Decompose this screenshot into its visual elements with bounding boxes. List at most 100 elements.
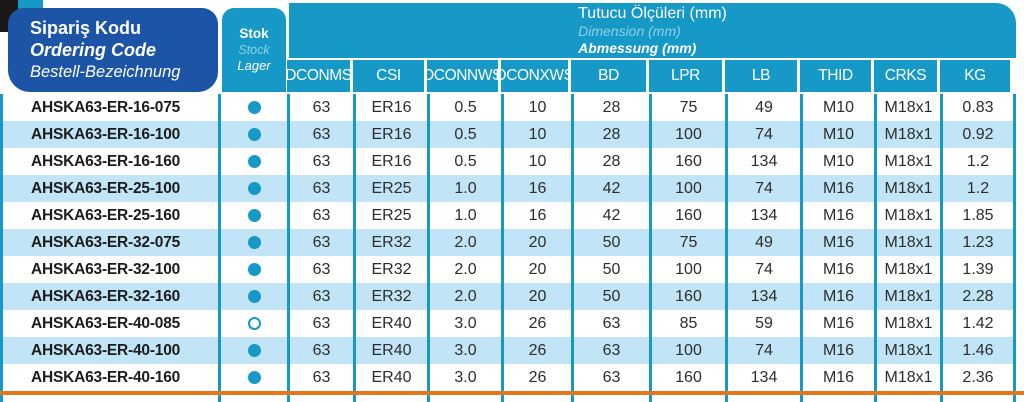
ordering-code-cell: AHSKA63-ER-40-160 [3, 364, 218, 391]
value-cell-thid: M16 [803, 175, 874, 202]
ordering-code-label-tr: Sipariş Kodu [30, 17, 142, 38]
value-cell-dconms: 63 [290, 229, 353, 256]
value-cell-dconnws: 3.0 [430, 310, 501, 337]
value-cell-thid: M10 [803, 121, 874, 148]
dimensions-header-band: Tutucu Ölçüleri (mm) Dimension (mm) Abme… [289, 3, 1016, 58]
value-cell-bd: 50 [574, 283, 649, 310]
value-cell-kg: 0.92 [943, 121, 1013, 148]
stock-filled-circle-icon [247, 155, 261, 168]
stock-filled-circle-icon [247, 101, 261, 114]
value-cell-bd: 63 [574, 337, 649, 364]
table-row: AHSKA63-ER-40-160 63 ER40 3.0 26 63 160 134 M16 M… [0, 364, 1016, 391]
value-cell-dconms: 63 [290, 148, 353, 175]
value-cell-kg: 1.2 [943, 148, 1013, 175]
sliver-cell [728, 395, 800, 402]
value-cell-lb: 74 [728, 337, 800, 364]
value-cell-csi: ER32 [356, 256, 427, 283]
ordering-code-header: Sipariş Kodu Ordering Code Bestell-Bezei… [8, 8, 218, 92]
value-cell-dconms: 63 [290, 121, 353, 148]
stock-cell [221, 337, 287, 364]
stock-cell [221, 94, 287, 121]
table-row: AHSKA63-ER-32-160 63 ER32 2.0 20 50 160 134 M16 M… [0, 283, 1016, 310]
value-cell-kg: 2.28 [943, 283, 1013, 310]
value-cell-dconms: 63 [290, 256, 353, 283]
value-cell-thid: M10 [803, 94, 874, 121]
value-cell-dconms: 63 [290, 337, 353, 364]
sliver-cell [652, 395, 725, 402]
value-cell-kg: 1.46 [943, 337, 1013, 364]
ordering-code-cell: AHSKA63-ER-40-100 [3, 337, 218, 364]
stock-cell [221, 364, 287, 391]
dimensions-header-text: Tutucu Ölçüleri (mm) Dimension (mm) Abme… [578, 5, 727, 57]
sliver-cell [504, 395, 571, 402]
value-cell-crks: M18x1 [877, 121, 940, 148]
stock-filled-circle-icon [247, 236, 261, 249]
value-cell-lpr: 85 [652, 310, 725, 337]
table-body: AHSKA63-ER-16-075 63 ER16 0.5 10 28 75 49 M10 M18… [0, 94, 1016, 391]
value-cell-lb: 134 [728, 202, 800, 229]
value-cell-dconnws: 2.0 [430, 283, 501, 310]
ordering-code-cell: AHSKA63-ER-32-075 [3, 229, 218, 256]
table-row: AHSKA63-ER-40-085 63 ER40 3.0 26 63 85 59 M16 M18… [0, 310, 1016, 337]
stock-label-tr: Stok [239, 25, 269, 41]
column-header-lb: LB [725, 60, 797, 92]
value-cell-lb: 74 [728, 175, 800, 202]
next-section-sliver [0, 395, 1016, 402]
value-cell-dconxws: 26 [504, 364, 571, 391]
column-header-csi: CSI [353, 60, 424, 92]
value-cell-lpr: 160 [652, 364, 725, 391]
column-header-dconms: DCONMS [285, 60, 352, 92]
value-cell-thid: M16 [803, 310, 874, 337]
value-cell-crks: M18x1 [877, 202, 940, 229]
value-cell-csi: ER16 [356, 94, 427, 121]
value-cell-csi: ER16 [356, 148, 427, 175]
value-cell-bd: 50 [574, 256, 649, 283]
value-cell-lb: 134 [728, 364, 800, 391]
value-cell-dconms: 63 [290, 175, 353, 202]
value-cell-dconxws: 10 [504, 148, 571, 175]
column-header-bd: BD [571, 60, 646, 92]
column-header-dconxws: DCONXWS [495, 60, 574, 92]
value-cell-kg: 1.42 [943, 310, 1013, 337]
value-cell-dconnws: 2.0 [430, 229, 501, 256]
stock-open-circle-icon [247, 317, 261, 330]
stock-cell [221, 256, 287, 283]
value-cell-dconnws: 1.0 [430, 175, 501, 202]
value-cell-csi: ER40 [356, 364, 427, 391]
value-cell-kg: 1.39 [943, 256, 1013, 283]
value-cell-bd: 50 [574, 229, 649, 256]
value-cell-dconms: 63 [290, 283, 353, 310]
stock-cell [221, 310, 287, 337]
value-cell-dconxws: 16 [504, 202, 571, 229]
sliver-cell [803, 395, 874, 402]
value-cell-dconxws: 16 [504, 175, 571, 202]
ordering-code-cell: AHSKA63-ER-32-100 [3, 256, 218, 283]
sliver-cell [943, 395, 1013, 402]
column-header-dconnws: DCONNWS [423, 60, 502, 92]
value-cell-crks: M18x1 [877, 310, 940, 337]
value-cell-bd: 42 [574, 175, 649, 202]
value-cell-lb: 59 [728, 310, 800, 337]
stock-cell [221, 148, 287, 175]
sliver-cell [877, 395, 940, 402]
stock-filled-circle-icon [247, 263, 261, 276]
value-cell-thid: M16 [803, 229, 874, 256]
value-cell-csi: ER32 [356, 283, 427, 310]
value-cell-thid: M16 [803, 256, 874, 283]
stock-cell [221, 121, 287, 148]
table-row: AHSKA63-ER-40-100 63 ER40 3.0 26 63 100 74 M16 M1… [0, 337, 1016, 364]
value-cell-lpr: 100 [652, 256, 725, 283]
stock-filled-circle-icon [247, 128, 261, 141]
section-divider [0, 391, 1024, 395]
sliver-cell [290, 395, 353, 402]
value-cell-crks: M18x1 [877, 94, 940, 121]
value-cell-crks: M18x1 [877, 175, 940, 202]
stock-filled-circle-icon [247, 209, 261, 222]
value-cell-lb: 134 [728, 283, 800, 310]
value-cell-dconnws: 1.0 [430, 202, 501, 229]
value-cell-crks: M18x1 [877, 283, 940, 310]
value-cell-dconnws: 3.0 [430, 337, 501, 364]
value-cell-lpr: 100 [652, 337, 725, 364]
value-cell-crks: M18x1 [877, 256, 940, 283]
